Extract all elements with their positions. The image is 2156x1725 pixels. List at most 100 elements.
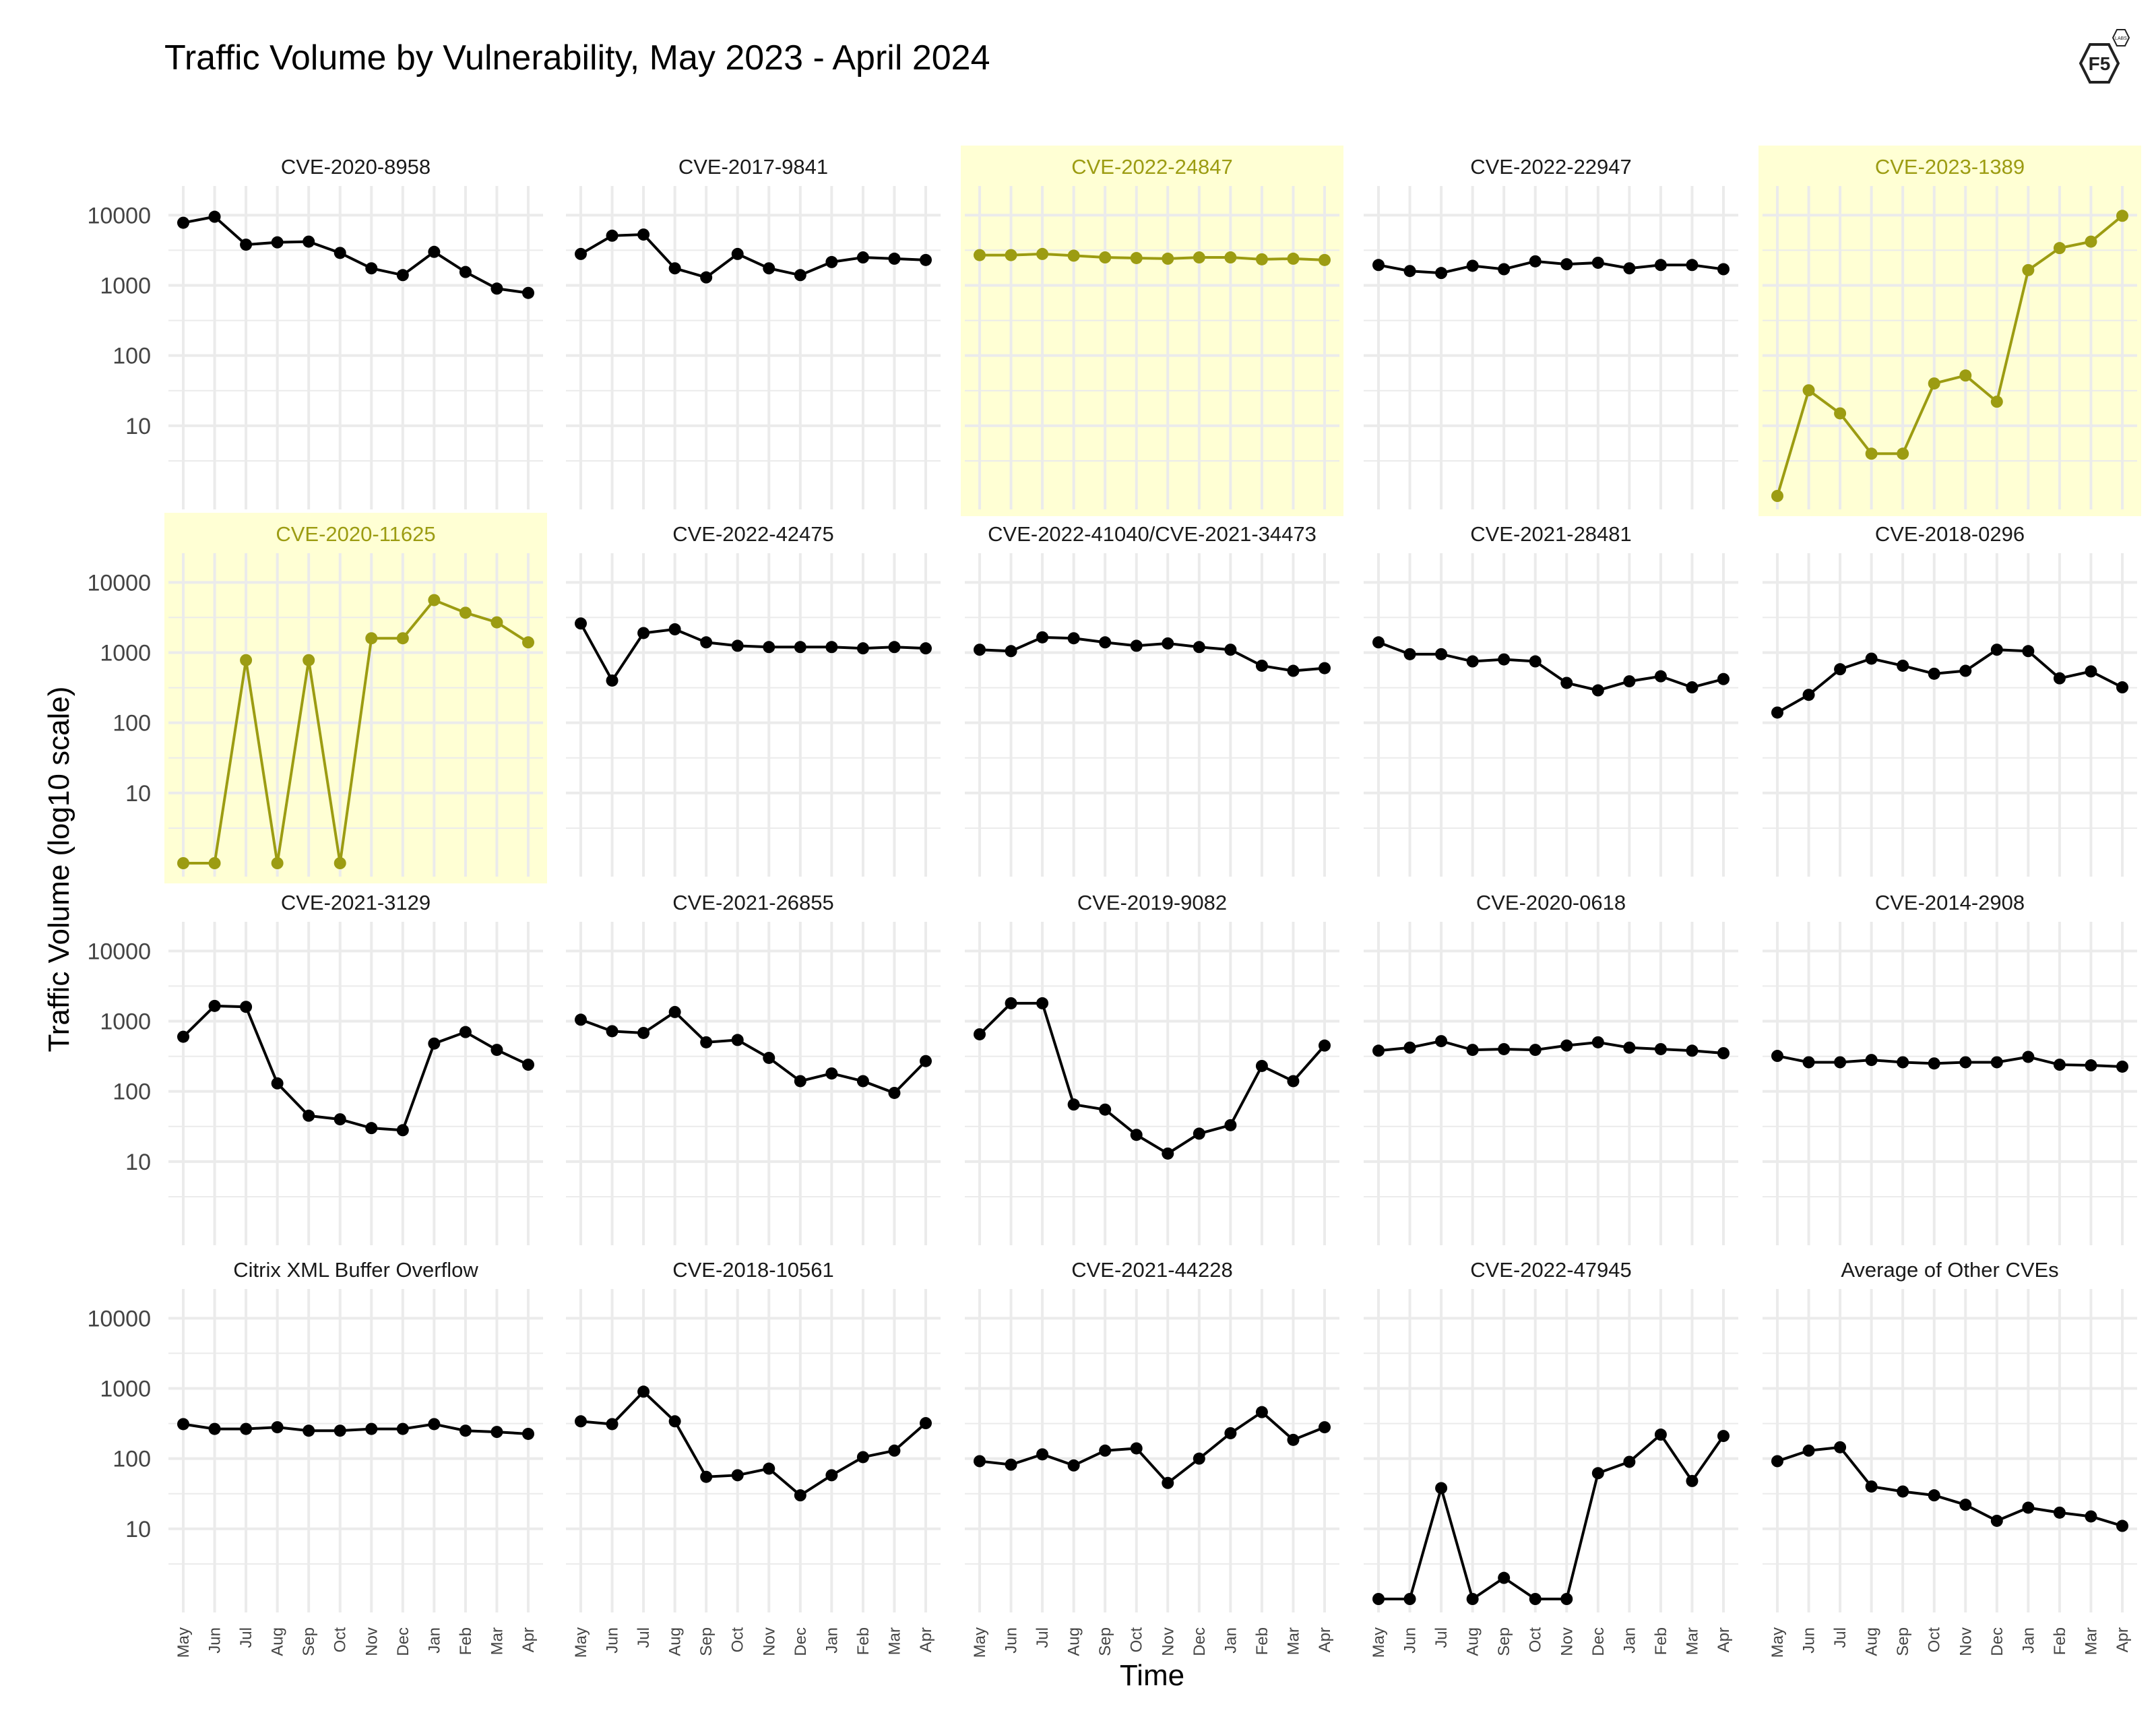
series-line	[1378, 641, 1724, 692]
data-point	[1005, 1458, 1017, 1471]
facet-panel: CVE-2014-2908	[1763, 891, 2137, 1245]
data-point	[606, 1025, 619, 1038]
data-point	[2116, 1519, 2128, 1532]
facet-strip-title: CVE-2022-41040/CVE-2021-34473	[988, 522, 1317, 546]
data-point	[794, 641, 806, 654]
series-line	[579, 233, 926, 279]
data-point	[825, 1469, 838, 1482]
data-point	[1067, 249, 1080, 262]
series-line	[182, 1004, 529, 1132]
facet-strip-title: CVE-2021-26855	[672, 891, 834, 914]
x-tick-label: Feb	[854, 1627, 873, 1655]
data-point	[1897, 659, 1909, 672]
x-tick-label: Aug	[1863, 1627, 1881, 1656]
data-point	[1654, 670, 1667, 683]
data-point	[856, 1451, 869, 1464]
data-point	[1193, 1127, 1205, 1140]
data-point	[1403, 1593, 1416, 1605]
data-point	[1560, 677, 1573, 689]
data-point	[1498, 1571, 1511, 1584]
highlight-background	[1758, 146, 2141, 516]
series-line	[978, 1001, 1326, 1156]
data-point	[1162, 1476, 1174, 1489]
data-point	[1099, 251, 1112, 264]
x-tick-label: Apr	[1715, 1627, 1733, 1652]
x-axis-title: Time	[1119, 1659, 1185, 1692]
y-tick-label: 1000	[100, 641, 151, 666]
data-point	[1654, 1429, 1667, 1441]
data-point	[1802, 384, 1815, 397]
data-point	[1435, 1482, 1448, 1495]
data-point	[856, 1075, 869, 1088]
data-point	[334, 247, 346, 259]
x-tick-label: Nov	[760, 1627, 778, 1656]
x-tick-label: Dec	[1988, 1627, 2006, 1656]
x-tick-label: Feb	[2051, 1627, 2069, 1655]
data-point	[2053, 1059, 2066, 1071]
facet-panel: CVE-2022-42475	[566, 522, 941, 877]
data-point	[1498, 1042, 1511, 1055]
data-point	[1466, 655, 1479, 668]
data-point	[888, 1086, 901, 1099]
data-point	[1224, 251, 1237, 264]
data-point	[1928, 1057, 1940, 1070]
data-point	[668, 1415, 681, 1428]
data-point	[606, 674, 619, 687]
data-point	[700, 271, 713, 284]
data-point	[1771, 1455, 1783, 1468]
data-point	[763, 262, 775, 275]
data-point	[794, 1489, 806, 1502]
x-tick-label: Mar	[1683, 1627, 1701, 1655]
data-point	[1372, 1593, 1385, 1605]
x-tick-label: May	[1769, 1627, 1787, 1658]
data-point	[177, 1418, 189, 1431]
data-point	[1717, 672, 1730, 685]
y-tick-label: 10	[125, 1517, 151, 1542]
x-tick-label: Jan	[2019, 1627, 2037, 1654]
data-point	[490, 282, 503, 295]
data-point	[731, 639, 744, 652]
data-point	[920, 1417, 932, 1430]
data-point	[1802, 689, 1815, 701]
data-point	[1928, 1489, 1940, 1502]
data-point	[428, 594, 441, 606]
y-tick-label: 1000	[100, 274, 151, 299]
data-point	[334, 1424, 346, 1437]
facet-strip-title: CVE-2017-9841	[678, 155, 828, 179]
series-line	[1378, 1040, 1724, 1055]
data-point	[888, 641, 901, 654]
x-tick-label: May	[572, 1627, 590, 1658]
data-point	[888, 252, 901, 265]
data-point	[1654, 1042, 1667, 1055]
data-point	[888, 1444, 901, 1457]
logo-text: F5	[2089, 53, 2111, 74]
data-point	[490, 1426, 503, 1439]
data-point	[1865, 447, 1878, 460]
facet-panel: CVE-2020-11625 10 100 1000 10000	[87, 513, 547, 883]
x-tick-label: Jul	[1831, 1627, 1849, 1648]
x-tick-label: Aug	[1065, 1627, 1083, 1656]
data-point	[1529, 1044, 1542, 1057]
facet-panel: Average of Other CVEs May Jun Jul Aug Sep Oct N…	[1763, 1258, 2137, 1658]
x-tick-label: Jul	[237, 1627, 255, 1648]
data-point	[1005, 645, 1017, 658]
data-point	[271, 857, 284, 869]
data-point	[974, 1455, 986, 1468]
x-tick-label: Jun	[1003, 1627, 1021, 1654]
data-point	[303, 1109, 315, 1122]
f5-labs-logo: F5 LABS	[2079, 29, 2130, 84]
x-tick-label: Sep	[1096, 1627, 1114, 1656]
facet-strip-title: Average of Other CVEs	[1841, 1258, 2058, 1282]
series-line	[1777, 1055, 2123, 1068]
x-tick-label: Nov	[1558, 1627, 1576, 1656]
data-point	[1686, 259, 1699, 272]
facet-strip-title: CVE-2021-28481	[1470, 522, 1632, 546]
data-point	[1623, 1041, 1636, 1054]
facet-panel: CVE-2017-9841	[566, 155, 941, 509]
data-point	[522, 1059, 534, 1071]
facet-panel: CVE-2021-44228 May Jun Jul Aug Sep Oct Nov Dec Ja…	[965, 1258, 1339, 1658]
data-point	[1498, 263, 1511, 276]
y-tick-label: 1000	[100, 1377, 151, 1402]
data-point	[1560, 1593, 1573, 1605]
facet-strip-title: CVE-2020-8958	[281, 155, 431, 179]
